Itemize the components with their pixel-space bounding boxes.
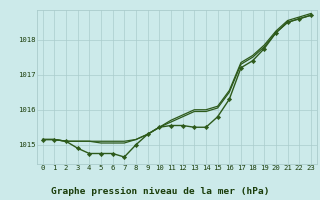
Text: Graphe pression niveau de la mer (hPa): Graphe pression niveau de la mer (hPa): [51, 187, 269, 196]
